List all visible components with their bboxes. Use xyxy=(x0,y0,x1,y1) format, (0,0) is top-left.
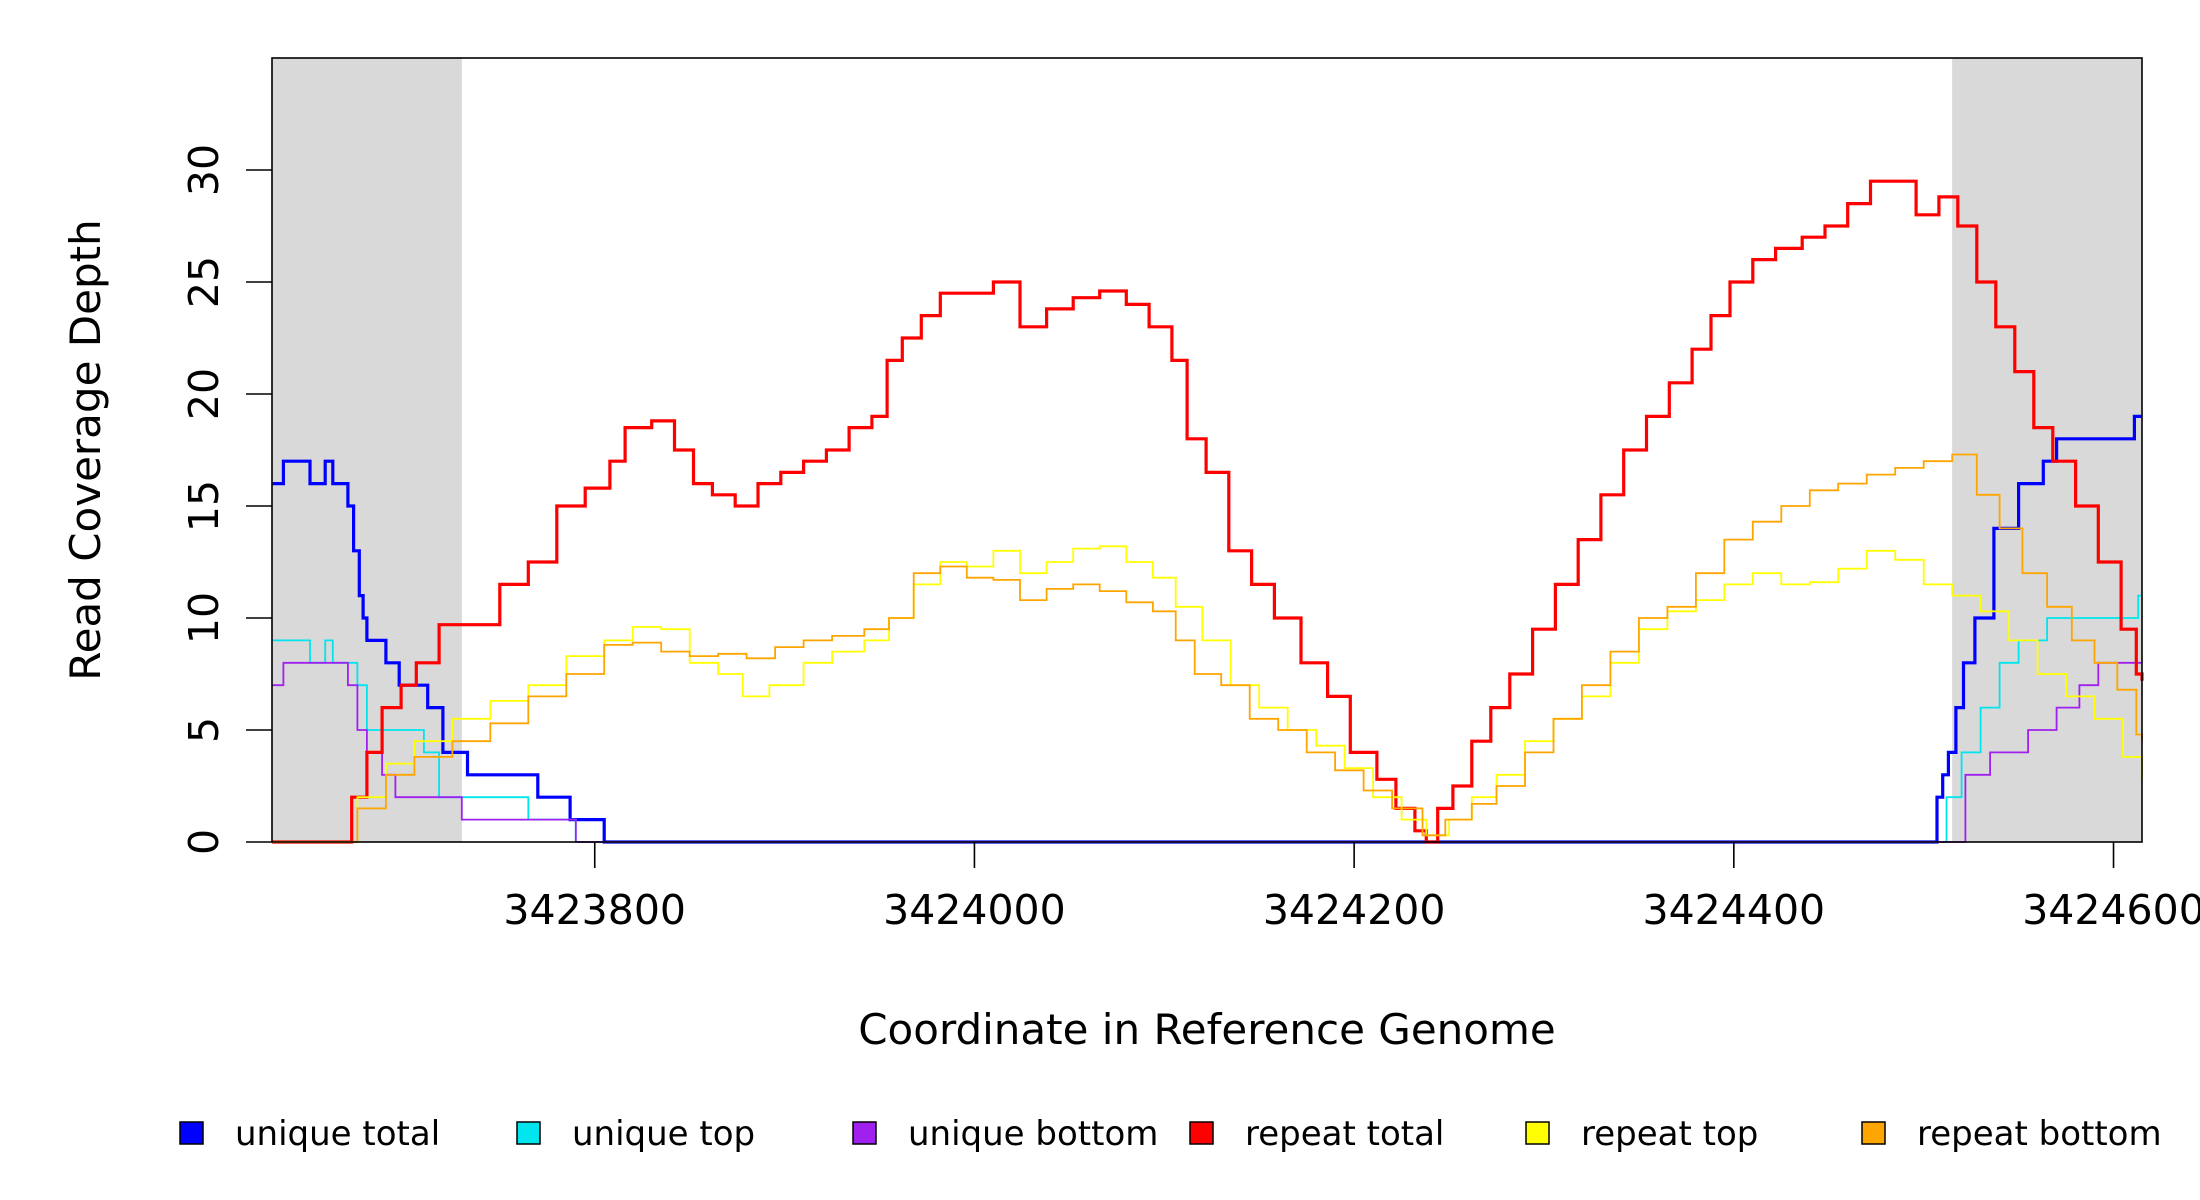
y-tick-label: 5 xyxy=(180,717,228,743)
y-tick-label: 20 xyxy=(180,368,228,420)
shaded-region-2 xyxy=(1952,58,2142,842)
legend-swatch-unique-top xyxy=(516,1121,541,1145)
y-tick-label: 10 xyxy=(180,592,228,644)
x-tick-label: 3424200 xyxy=(1263,886,1446,934)
legend-label-repeat-bottom: repeat bottom xyxy=(1917,1114,2162,1154)
series-line-unique-total xyxy=(272,414,2142,844)
legend-label-repeat-top: repeat top xyxy=(1581,1114,1758,1154)
y-tick-label: 30 xyxy=(180,144,228,196)
legend-swatch-unique-bottom xyxy=(852,1121,877,1145)
y-tick-label: 25 xyxy=(180,256,228,308)
x-axis: 3423800 3424000 3424200 3424400 3424600 xyxy=(503,842,2200,934)
legend-label-unique-bottom: unique bottom xyxy=(908,1114,1158,1154)
series-line-repeat-total xyxy=(272,179,2144,844)
legend-swatch-repeat-total xyxy=(1189,1121,1214,1145)
legend-label-unique-total: unique total xyxy=(235,1114,440,1154)
series-line-unique-bottom xyxy=(272,661,2142,843)
y-axis-title: Read Coverage Depth xyxy=(61,219,110,680)
series-line-unique-top xyxy=(272,594,2142,843)
series-line-repeat-bottom xyxy=(272,453,2143,843)
series-layer xyxy=(272,179,2144,844)
legend-label-unique-top: unique top xyxy=(572,1114,755,1154)
legend-label-repeat-total: repeat total xyxy=(1245,1114,1444,1154)
legend-swatch-unique-total xyxy=(179,1121,204,1145)
y-axis: 0 5 10 15 20 25 30 xyxy=(180,144,272,855)
shaded-regions xyxy=(272,58,2142,842)
y-tick-label: 0 xyxy=(180,829,228,855)
series-line-repeat-top xyxy=(272,545,2143,843)
x-tick-label: 3424000 xyxy=(883,886,1066,934)
x-tick-label: 3424400 xyxy=(1643,886,1826,934)
legend-swatch-repeat-bottom xyxy=(1861,1121,1886,1145)
x-axis-title: Coordinate in Reference Genome xyxy=(858,1005,1556,1054)
x-tick-label: 3423800 xyxy=(503,886,686,934)
plot-border xyxy=(271,57,2143,843)
y-tick-label: 15 xyxy=(180,480,228,532)
legend-swatch-repeat-top xyxy=(1525,1121,1550,1145)
x-tick-label: 3424600 xyxy=(2022,886,2200,934)
legend: unique total unique top unique bottom repea… xyxy=(179,1114,2162,1154)
